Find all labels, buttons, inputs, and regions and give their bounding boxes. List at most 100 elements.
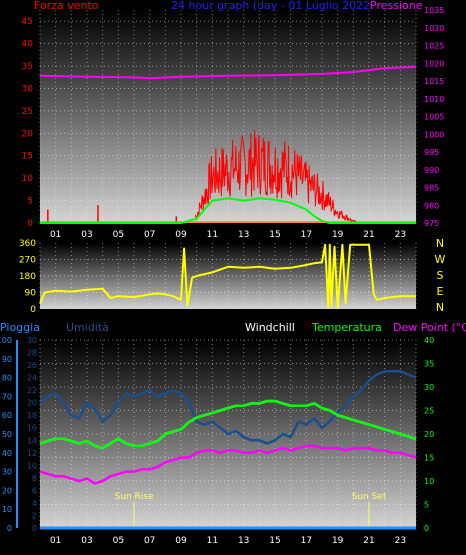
temperature-tick: 35: [424, 360, 434, 369]
rain-tick: 50: [2, 430, 12, 439]
wind-grid: [39, 10, 417, 223]
wind-speed-tick: 35: [22, 62, 33, 72]
sun-annotations: Sun Rise Sun Set: [115, 492, 387, 528]
windchill-legend-label: Windchill: [245, 321, 295, 334]
humidity-tick: 2: [32, 511, 37, 520]
pressure-tick: 1020: [424, 59, 444, 68]
wind-speed-tick: 5: [27, 197, 33, 207]
temperature-line: [39, 399, 417, 450]
humidity-tick: 26: [27, 361, 37, 370]
rain-tick: 0: [7, 524, 12, 533]
humidity-tick: 4: [32, 499, 37, 508]
humidity-tick: 14: [27, 436, 37, 445]
wind-speed-axis-label: Forza vento: [34, 0, 99, 12]
hour-tick-label: 13: [238, 230, 249, 240]
wind-direction-line: [39, 243, 416, 310]
temperature-tick: 0: [424, 524, 429, 533]
wind-speed-tick: 15: [22, 152, 33, 162]
pressure-tick: 1025: [424, 42, 444, 51]
wind-speed-tick: 25: [22, 107, 33, 117]
humidity-tick: 0: [32, 524, 37, 533]
hour-tick-label: 23: [395, 536, 406, 546]
wind-speed-tick: 0: [27, 219, 33, 229]
rain-tick: 90: [2, 355, 12, 364]
temperature-tick: 10: [424, 477, 434, 486]
humidity-tick: 10: [27, 461, 37, 470]
pressure-tick: 990: [424, 166, 439, 175]
sun-marker-label: Sun Rise: [115, 492, 154, 502]
direction-degree-tick: 270: [19, 256, 36, 266]
temperature-series: [39, 370, 417, 530]
hour-tick-label: 05: [113, 536, 124, 546]
pressure-axis: 975 980 985 990 995 1000 1005 1010 1015 1020 1025 1…: [424, 6, 444, 228]
humidity-tick: 16: [27, 424, 37, 433]
temperature-tick: 40: [424, 336, 434, 345]
hour-tick-label: 19: [332, 230, 344, 240]
wind-speed-tick: 40: [22, 40, 34, 50]
wind-speed-tick: 20: [22, 129, 34, 139]
hour-tick-label: 01: [50, 536, 61, 546]
humidity-legend-label: Umidità: [66, 321, 109, 334]
hour-tick-label: 11: [207, 536, 218, 546]
hour-tick-label: 09: [175, 230, 187, 240]
direction-degree-tick: 90: [25, 289, 37, 299]
wind-speed-tick: 45: [22, 17, 33, 27]
compass-label: E: [437, 285, 444, 298]
hour-tick-label: 01: [50, 230, 61, 240]
pressure-axis-label: Pressione: [370, 0, 423, 12]
rain-legend-label: Pioggia: [0, 321, 40, 334]
temperature-tick: 20: [424, 430, 434, 439]
temperature-tick: 15: [424, 454, 434, 463]
hour-tick-label: 21: [363, 230, 374, 240]
pressure-tick: 975: [424, 219, 439, 228]
rain-tick: 80: [2, 374, 12, 383]
hour-tick-label: 07: [144, 536, 155, 546]
wind-speed-line: [194, 129, 359, 223]
humidity-tick: 12: [27, 449, 37, 458]
compass-label: S: [437, 269, 444, 282]
pressure-tick: 1000: [424, 130, 444, 139]
rain-tick: 40: [2, 449, 12, 458]
compass-label: W: [435, 253, 446, 266]
direction-degree-tick: 0: [30, 305, 36, 315]
sun-marker-label: Sun Set: [352, 492, 387, 502]
chart-title: 24 hour graph (day - 01 Luglio 2022: [171, 0, 370, 12]
wind-speed-tick: 10: [22, 174, 34, 184]
pressure-tick: 1035: [424, 6, 444, 15]
rain-tick: 20: [2, 486, 12, 495]
pressure-tick: 1005: [424, 113, 444, 122]
temperature-tick: 25: [424, 407, 434, 416]
rain-tick: 30: [2, 468, 12, 477]
humidity-tick: 30: [27, 336, 37, 345]
hour-tick-label: 19: [332, 536, 344, 546]
compass-label: N: [436, 237, 444, 250]
direction-plot-area: [40, 243, 416, 309]
humidity-tick: 8: [32, 474, 37, 483]
direction-degree-axis: 0 90 180 270 360: [19, 239, 36, 315]
hour-tick-label: 11: [207, 230, 218, 240]
wind-series: [39, 65, 417, 224]
hour-tick-label: 23: [395, 230, 406, 240]
direction-grid: [39, 243, 417, 309]
rain-tick: 70: [2, 392, 12, 401]
direction-degree-tick: 180: [19, 272, 36, 282]
hour-tick-label: 21: [363, 536, 374, 546]
rain-axis: 0 10 20 30 40 50 60 70 80 90 100: [0, 336, 18, 533]
hour-tick-label: 03: [81, 230, 92, 240]
hour-tick-label: 09: [175, 536, 187, 546]
temperature-tick: 5: [424, 501, 429, 510]
pressure-line: [39, 65, 417, 80]
hour-tick-label: 05: [113, 230, 124, 240]
hour-tick-label: 03: [81, 536, 92, 546]
temperature-tick: 30: [424, 383, 434, 392]
direction-degree-tick: 360: [19, 239, 36, 249]
dewpoint-line: [39, 444, 417, 485]
pressure-tick: 995: [424, 148, 439, 157]
rain-tick: 60: [2, 411, 12, 420]
hour-tick-label: 13: [238, 536, 249, 546]
